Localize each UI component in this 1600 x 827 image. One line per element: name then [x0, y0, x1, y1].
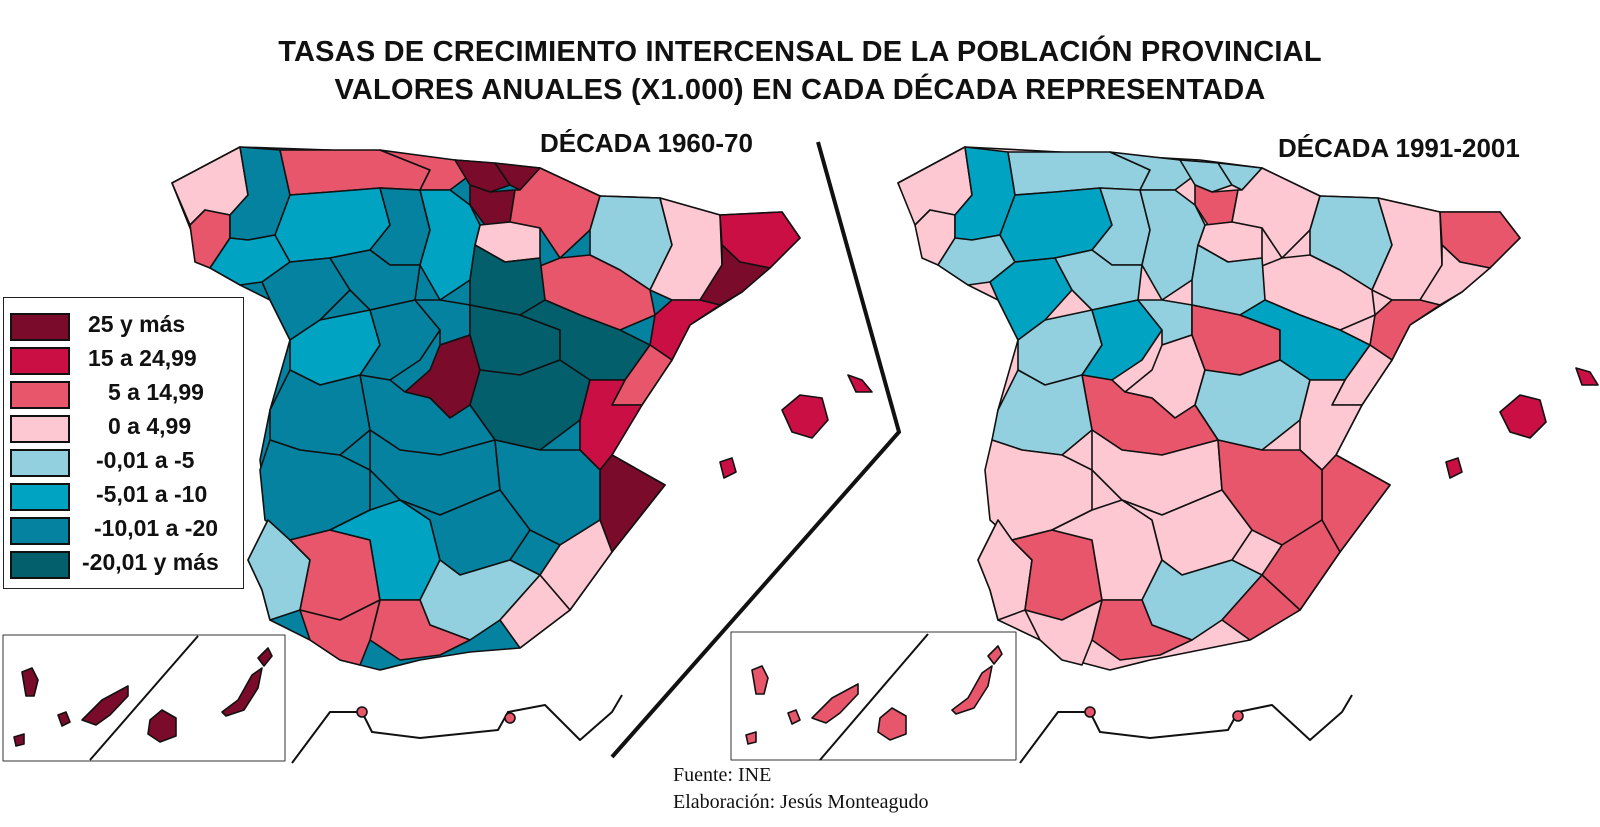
province-cadiz-1991	[1024, 599, 1103, 666]
canarias-lanzarote-north-1960	[257, 647, 273, 667]
legend-label: 15 a 24,99	[88, 345, 197, 371]
legend-swatch	[10, 483, 70, 511]
map-1960-70	[2, 146, 873, 764]
province-almeria-1991	[1221, 574, 1301, 641]
canarias-lanzarote-fuerteventura-1960	[221, 667, 263, 717]
canarias-gran-canaria-1991	[877, 707, 907, 741]
province-murcia-1960	[539, 519, 613, 611]
canarias-la-palma-1960	[21, 667, 39, 697]
province-malaga-1960	[369, 599, 471, 661]
legend-swatch	[10, 347, 70, 375]
map-title-line-1: TASAS DE CRECIMIENTO INTERCENSAL DE LA P…	[278, 36, 1322, 68]
legend-label: 5 a 14,99	[108, 379, 204, 405]
province-baleares-ibiza-1960	[719, 457, 737, 479]
canarias-tenerife-1991	[811, 683, 859, 724]
ceuta-marker-1960	[356, 706, 368, 718]
province-baleares-ibiza-1991	[1445, 457, 1463, 479]
canarias-la-palma-1991	[751, 665, 769, 695]
province-valladolid-1960	[329, 249, 421, 311]
province-murcia-1991	[1261, 519, 1341, 611]
legend-label: -20,01 y más	[82, 549, 219, 575]
canarias-lanzarote-north-1991	[987, 645, 1003, 665]
decade-label-1960-70: DÉCADA 1960-70	[540, 128, 753, 158]
legend-label: 25 y más	[88, 311, 186, 337]
melilla-marker-1960	[504, 712, 516, 724]
province-zamora-1960	[261, 257, 351, 341]
melilla-marker-1991	[1232, 710, 1244, 722]
legend-label: -5,01 a -10	[96, 481, 208, 507]
legend-label: 0 a 4,99	[108, 413, 192, 439]
province-barcelona-1991	[1419, 244, 1491, 306]
legend-swatch	[10, 551, 70, 579]
legend-swatch	[10, 313, 70, 341]
province-cadiz-1960	[299, 599, 381, 666]
source-line: Fuente: INE	[673, 764, 772, 786]
province-baleares-mallorca-1960	[781, 394, 829, 439]
canarias-gomera-1991	[787, 709, 801, 725]
legend-swatch	[10, 517, 70, 545]
province-vizcaya-1960	[454, 159, 511, 193]
canarias-hierro-1991	[745, 731, 757, 745]
legend-swatch	[10, 449, 70, 477]
canarias-lanzarote-fuerteventura-1991	[951, 665, 993, 715]
legend-swatch	[10, 381, 70, 409]
province-malaga-1991	[1091, 599, 1193, 661]
decade-label-1991-2001: DÉCADA 1991-2001	[1278, 133, 1520, 163]
province-tarragona-1991	[1369, 299, 1441, 361]
province-baleares-mallorca-1991	[1499, 394, 1547, 439]
province-tarragona-1960	[649, 299, 721, 361]
map-1991-2001	[730, 146, 1599, 764]
province-alicante-1960	[599, 454, 666, 553]
canarias-gran-canaria-1960	[147, 709, 177, 743]
africa-coast-1960	[291, 694, 623, 764]
province-baleares-menorca-1960	[847, 374, 873, 393]
canarias-hierro-1960	[13, 733, 25, 747]
africa-coast-1991	[1019, 694, 1353, 764]
canarias-tenerife-1960	[81, 685, 129, 726]
map-title-line-2: VALORES ANUALES (X1.000) EN CADA DÉCADA …	[334, 74, 1266, 106]
legend-label: -0,01 a -5	[96, 447, 195, 473]
map-separator-line	[610, 141, 902, 759]
province-baleares-menorca-1991	[1575, 367, 1599, 386]
province-almeria-1960	[499, 574, 571, 649]
province-zamora-1991	[989, 257, 1073, 341]
author-line: Elaboración: Jesús Monteagudo	[673, 791, 929, 813]
canarias-gomera-1960	[57, 711, 71, 727]
legend-label: -10,01 a -20	[94, 515, 219, 541]
ceuta-marker-1991	[1084, 706, 1096, 718]
map-legend: 25 y más 15 a 24,99 5 a 14,99 0 a 4,99 -…	[3, 297, 244, 589]
province-vizcaya-1991	[1179, 159, 1233, 193]
province-barcelona-1960	[699, 244, 771, 306]
legend-swatch	[10, 415, 70, 443]
province-valladolid-1991	[1054, 249, 1143, 311]
